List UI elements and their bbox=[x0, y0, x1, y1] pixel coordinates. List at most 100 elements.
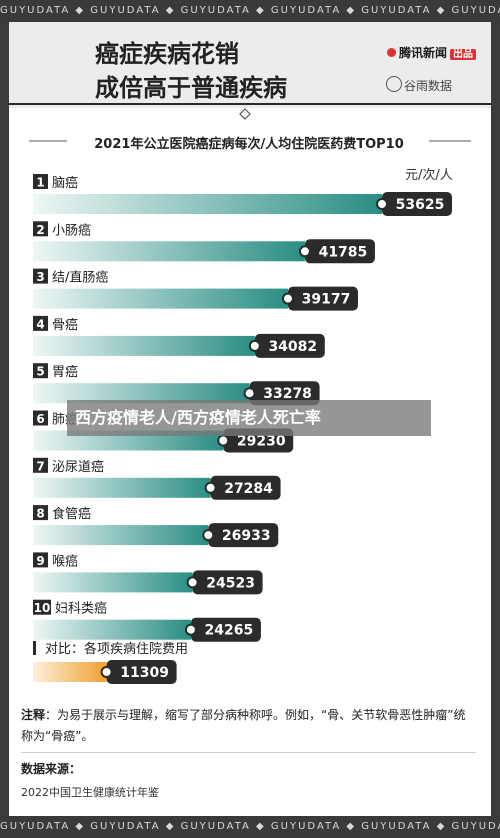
page-title-line2: 成倍高于普通疾病 bbox=[95, 74, 287, 102]
brand-guyu-label: 谷雨数据 bbox=[404, 79, 453, 93]
rank-badge bbox=[33, 410, 48, 426]
bar-row: 5 胃癌 33278 bbox=[33, 363, 320, 406]
rank-number: 5 bbox=[36, 365, 44, 379]
rank-number: 6 bbox=[36, 412, 44, 426]
bar-row: 3 结/直肠癌 39177 bbox=[33, 268, 358, 311]
bar-row: 8 食管癌 26933 bbox=[33, 505, 279, 548]
rank-badge bbox=[33, 505, 48, 521]
value-label-pill bbox=[304, 239, 375, 264]
rank-badge bbox=[33, 599, 51, 615]
rank-number: 10 bbox=[34, 601, 51, 615]
rank-badge bbox=[33, 315, 48, 331]
value-label-pill bbox=[382, 192, 452, 216]
comparison-bar bbox=[33, 662, 107, 682]
value-label-pill bbox=[210, 475, 281, 500]
rank-badge bbox=[33, 363, 48, 379]
bar-row: 2 小肠癌 41785 bbox=[33, 221, 375, 264]
bar bbox=[33, 383, 250, 404]
top-watermark-strip: GUYUDATA ◆ GUYUDATA ◆ GUYUDATA ◆ GUYUDAT… bbox=[0, 0, 500, 22]
category-label: 食管癌 bbox=[52, 506, 91, 522]
category-label: 脑癌 bbox=[52, 175, 78, 191]
watermark-text: GUYUDATA ◆ GUYUDATA ◆ GUYUDATA ◆ GUYUDAT… bbox=[0, 821, 500, 832]
value-label-connector bbox=[184, 623, 197, 636]
rank-number: 7 bbox=[36, 459, 44, 473]
rank-number: 3 bbox=[36, 270, 44, 284]
brand-tencent: 腾讯新闻 出品 bbox=[387, 44, 477, 61]
value-label: 33278 bbox=[263, 386, 312, 402]
value-label-connector bbox=[202, 529, 215, 542]
bar bbox=[33, 525, 209, 546]
value-label-pill bbox=[192, 570, 263, 595]
category-label: 结/直肠癌 bbox=[52, 270, 108, 286]
value-label: 34082 bbox=[268, 339, 317, 355]
rank-number: 8 bbox=[36, 507, 44, 521]
value-label-connector bbox=[248, 339, 261, 352]
bar bbox=[33, 194, 382, 214]
value-label: 41785 bbox=[319, 244, 368, 260]
value-label: 39177 bbox=[302, 292, 351, 308]
rank-number: 1 bbox=[36, 176, 44, 190]
rank-number: 9 bbox=[36, 554, 44, 568]
value-label-connector bbox=[204, 481, 217, 494]
note-label: 注释 bbox=[21, 708, 46, 722]
rank-badge bbox=[33, 268, 48, 284]
page-title-line1: 癌症疾病花销 bbox=[95, 40, 239, 68]
rank-badge bbox=[33, 174, 48, 189]
source-divider bbox=[21, 752, 476, 753]
header-banner: 癌症疾病花销 成倍高于普通疾病 腾讯新闻 出品 谷雨数据 bbox=[9, 22, 491, 108]
brand-badge: 出品 bbox=[450, 49, 477, 60]
guyu-logo-icon bbox=[386, 76, 402, 92]
value-label: 24265 bbox=[205, 623, 254, 639]
value-label-pill bbox=[249, 381, 320, 406]
source-text: 2022中国卫生健康统计年鉴 bbox=[21, 786, 159, 799]
unit-label: 元/次/人 bbox=[405, 168, 453, 183]
bar-row: 9 喉癌 24523 bbox=[33, 552, 263, 595]
footnote: 注释：为易于展示与理解，缩写了部分病种称呼。例如，“骨、关节软骨恶性肿瘤”统称为… bbox=[21, 705, 476, 747]
brand-tencent-label: 腾讯新闻 bbox=[399, 46, 448, 60]
comparison-value-connector bbox=[100, 666, 113, 678]
watermark-text: GUYUDATA ◆ GUYUDATA ◆ GUYUDATA ◆ GUYUDAT… bbox=[0, 5, 500, 16]
category-label: 喉癌 bbox=[52, 553, 78, 569]
overlay-banner: 西方疫情老人/西方疫情老人死亡率 bbox=[67, 400, 431, 436]
value-label-pill bbox=[287, 286, 358, 311]
category-label: 泌尿道癌 bbox=[52, 459, 104, 475]
bar bbox=[33, 241, 305, 262]
note-text: ：为易于展示与理解，缩写了部分病种称呼。例如，“骨、关节软骨恶性肿瘤”统称为“骨… bbox=[21, 708, 466, 743]
value-label-pill bbox=[190, 617, 261, 642]
bar bbox=[33, 572, 193, 593]
category-label: 骨癌 bbox=[52, 317, 78, 333]
category-label: 妇科类癌 bbox=[55, 601, 107, 617]
comparison-label: 对比：各项疾病住院费用 bbox=[45, 641, 188, 657]
comparison-marker bbox=[33, 641, 36, 655]
chart-title: 2021年公立医院癌症病每次/人均住院医药费TOP10 bbox=[94, 137, 404, 152]
comparison-value-pill bbox=[106, 660, 177, 684]
value-label: 26933 bbox=[222, 528, 271, 544]
tencent-logo-icon bbox=[387, 48, 396, 57]
rank-badge bbox=[33, 457, 48, 473]
value-label-connector bbox=[376, 198, 388, 210]
value-label-pill bbox=[254, 333, 325, 358]
bar bbox=[33, 335, 255, 356]
comparison-group: 对比：各项疾病住院费用 11309 bbox=[33, 641, 188, 684]
rank-badge bbox=[33, 552, 48, 568]
bar-row: 4 骨癌 34082 bbox=[33, 315, 325, 358]
bar bbox=[33, 619, 191, 640]
comparison-value: 11309 bbox=[120, 665, 169, 681]
rank-number: 4 bbox=[36, 317, 44, 331]
value-label-connector bbox=[281, 292, 294, 305]
chart-canvas: 1 脑癌 53625 2 小肠癌 41785 3 结/直肠癌 39177 4 骨癌 34082 5 胃癌 3… bbox=[9, 103, 491, 684]
bar-row: 7 泌尿道癌 27284 bbox=[33, 457, 281, 500]
value-label-connector bbox=[186, 576, 199, 589]
value-label: 24523 bbox=[206, 575, 255, 591]
value-label: 27284 bbox=[224, 481, 273, 497]
value-label: 29230 bbox=[237, 434, 286, 450]
bar-row: 10 妇科类癌 24265 bbox=[33, 599, 261, 642]
diamond-icon bbox=[239, 108, 251, 120]
category-label: 小肠癌 bbox=[52, 222, 91, 238]
bar-row: 1 脑癌 53625 bbox=[33, 174, 452, 216]
value-label-connector bbox=[217, 434, 230, 447]
value-label-pill bbox=[208, 523, 279, 548]
bar bbox=[33, 288, 288, 309]
brand-guyu: 谷雨数据 bbox=[386, 76, 453, 94]
rank-badge bbox=[33, 221, 48, 237]
